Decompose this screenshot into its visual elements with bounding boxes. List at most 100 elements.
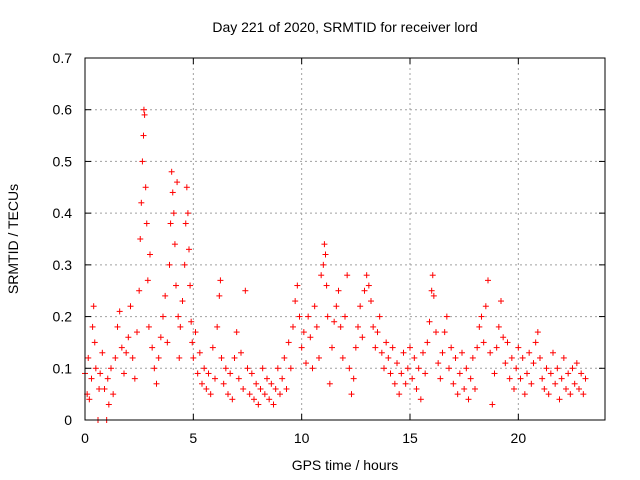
data-point [151,365,158,372]
data-point [567,391,574,398]
data-point [140,132,147,139]
data-point [199,380,205,387]
data-point [192,329,199,336]
data-point [409,375,416,382]
x-axis-label: GPS time / hours [292,457,399,473]
data-point [203,385,210,392]
data-point [92,365,99,372]
data-point [189,339,196,346]
plot-frame [84,57,606,421]
data-point [437,375,444,382]
data-point [378,349,385,356]
data-point [311,303,318,310]
data-point [532,339,539,346]
data-point [547,370,554,377]
data-point [545,391,552,398]
data-point [209,344,216,351]
data-point [459,349,465,356]
data-point [283,385,290,392]
data-point [463,365,470,372]
data-point [110,391,117,398]
data-point [528,380,535,387]
data-point [176,354,183,361]
data-point [335,287,342,294]
data-point [511,385,517,392]
data-point [173,282,179,289]
data-point [253,380,260,387]
data-point [268,380,275,387]
data-point [344,272,351,279]
data-point [235,375,242,382]
data-point [274,365,281,372]
data-point [576,385,582,392]
data-point [142,184,149,191]
data-point [441,329,448,336]
data-point [85,354,92,361]
grid-lines [85,58,605,420]
data-point [565,370,572,377]
data-point [333,303,340,310]
chart-title: Day 221 of 2020, SRMTID for receiver lor… [212,19,477,35]
data-point [508,354,515,361]
data-point [387,370,394,377]
data-point [281,354,288,361]
y-tick-label: 0.7 [53,50,73,66]
data-point [183,184,190,191]
data-point [114,323,121,330]
data-point [556,396,563,403]
data-point [141,111,148,118]
data-point [339,354,346,361]
data-point [279,375,286,382]
data-point [337,323,344,330]
data-point [374,329,381,336]
x-tick-label: 20 [511,430,527,446]
data-point [220,380,227,387]
data-point [169,189,176,196]
data-point [123,349,130,356]
data-point [439,349,446,356]
data-point [563,385,569,392]
data-point [541,385,548,392]
data-point [539,375,546,382]
x-tick-label: 5 [189,430,197,446]
data-point [383,339,390,346]
data-point [244,365,251,372]
data-point [326,380,333,387]
data-point [433,329,439,336]
data-point [134,329,140,336]
data-point [322,251,329,258]
data-point [143,220,150,227]
data-point [381,365,387,372]
data-point [580,391,587,398]
data-point [480,339,487,346]
data-point [231,354,238,361]
data-point [147,251,153,258]
data-point [363,272,370,279]
data-point [456,370,463,377]
data-point [112,354,119,361]
data-point [303,360,309,367]
data-point [526,349,533,356]
data-point [357,303,364,310]
data-point [218,354,225,361]
data-point [422,370,429,377]
data-point [255,401,262,408]
data-point [99,349,106,356]
data-point [129,354,136,361]
data-point [413,385,420,392]
data-point [131,375,138,382]
data-point [139,158,146,165]
data-point [266,396,273,403]
data-point [491,370,498,377]
data-point [227,370,234,377]
data-point [355,323,361,330]
data-point [342,313,348,320]
data-point [493,344,500,351]
y-tick-labels: 0 0.1 0.2 0.3 0.4 0.5 0.6 0.7 [53,50,73,428]
data-point [430,292,437,299]
data-point [454,391,461,398]
y-tick-label: 0 [64,412,72,428]
y-tick-label: 0.5 [53,153,73,169]
data-point [170,210,177,217]
